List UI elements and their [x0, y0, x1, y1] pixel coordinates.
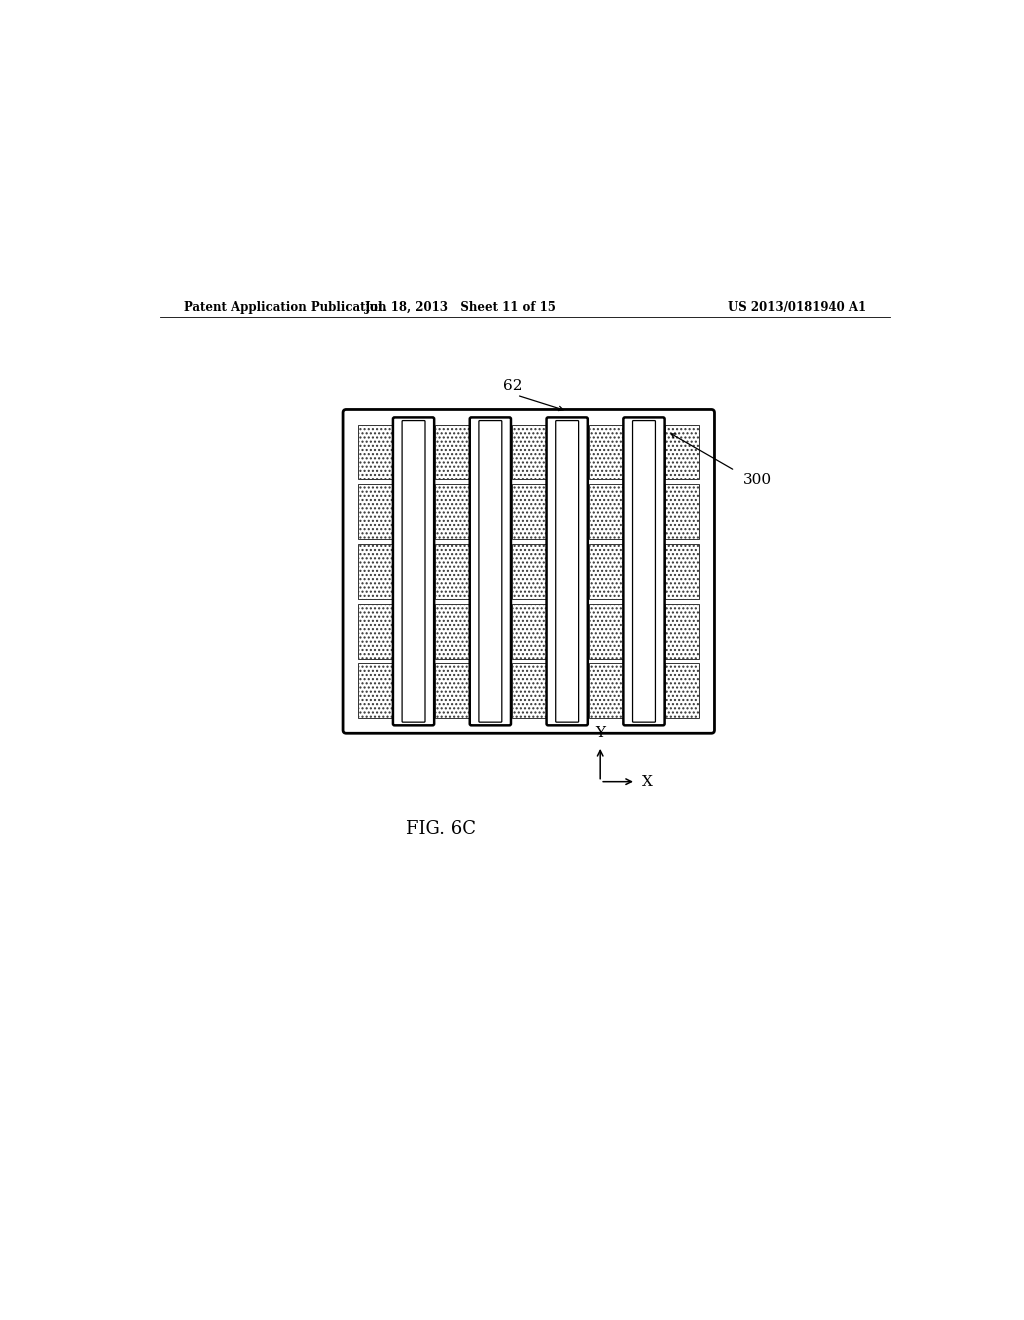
- Text: 300: 300: [743, 473, 772, 487]
- Bar: [589, 544, 623, 599]
- Text: X: X: [642, 775, 653, 788]
- FancyBboxPatch shape: [470, 417, 511, 725]
- Bar: [435, 484, 469, 539]
- FancyBboxPatch shape: [547, 417, 588, 725]
- Text: US 2013/0181940 A1: US 2013/0181940 A1: [728, 301, 866, 314]
- Bar: [512, 484, 546, 539]
- Bar: [435, 603, 469, 659]
- Bar: [666, 484, 699, 539]
- Bar: [589, 663, 623, 718]
- Text: 62: 62: [503, 379, 522, 393]
- FancyBboxPatch shape: [393, 417, 434, 725]
- Text: FIG. 6C: FIG. 6C: [407, 820, 476, 838]
- Bar: [512, 425, 546, 479]
- Bar: [435, 663, 469, 718]
- Bar: [358, 544, 392, 599]
- Text: Y: Y: [595, 726, 605, 741]
- FancyBboxPatch shape: [633, 421, 655, 722]
- FancyBboxPatch shape: [402, 421, 425, 722]
- Bar: [435, 544, 469, 599]
- Bar: [589, 603, 623, 659]
- FancyBboxPatch shape: [479, 421, 502, 722]
- Bar: [666, 544, 699, 599]
- FancyBboxPatch shape: [343, 409, 715, 734]
- Bar: [358, 484, 392, 539]
- Bar: [435, 425, 469, 479]
- Bar: [358, 603, 392, 659]
- Text: Patent Application Publication: Patent Application Publication: [183, 301, 386, 314]
- FancyBboxPatch shape: [624, 417, 665, 725]
- Bar: [358, 425, 392, 479]
- Text: Jul. 18, 2013   Sheet 11 of 15: Jul. 18, 2013 Sheet 11 of 15: [366, 301, 557, 314]
- Bar: [512, 603, 546, 659]
- Bar: [666, 603, 699, 659]
- Bar: [666, 663, 699, 718]
- Bar: [512, 544, 546, 599]
- Bar: [358, 663, 392, 718]
- Bar: [666, 425, 699, 479]
- Bar: [589, 425, 623, 479]
- Bar: [589, 484, 623, 539]
- Bar: [512, 663, 546, 718]
- FancyBboxPatch shape: [556, 421, 579, 722]
